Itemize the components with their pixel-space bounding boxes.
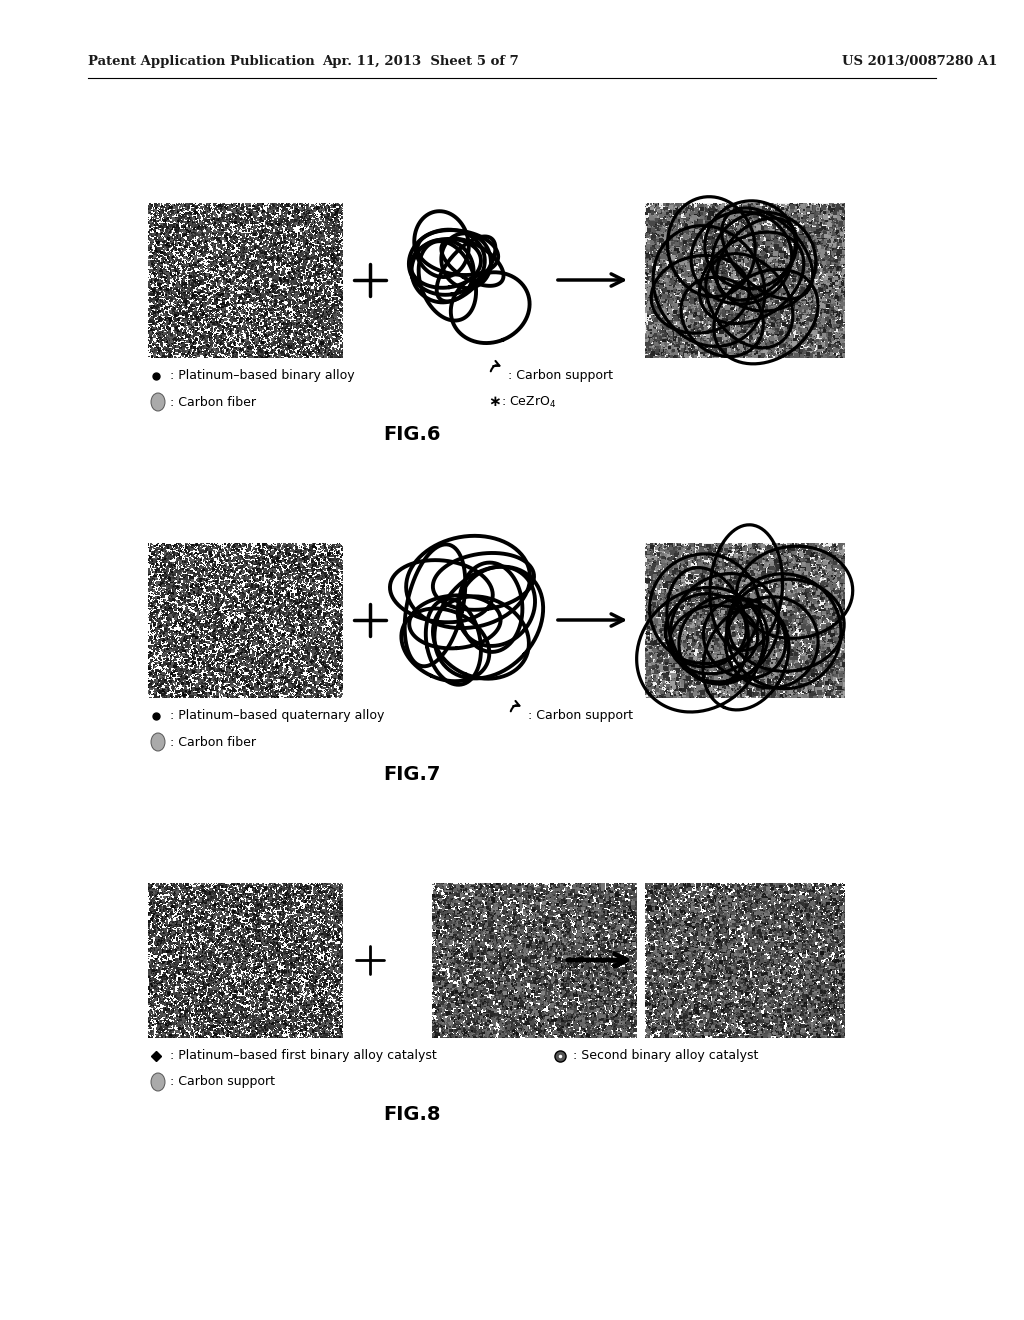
Text: FIG.6: FIG.6 — [383, 425, 440, 444]
Ellipse shape — [151, 1073, 165, 1092]
Ellipse shape — [151, 393, 165, 411]
Text: Apr. 11, 2013  Sheet 5 of 7: Apr. 11, 2013 Sheet 5 of 7 — [322, 55, 518, 69]
Ellipse shape — [151, 733, 165, 751]
Text: US 2013/0087280 A1: US 2013/0087280 A1 — [843, 55, 997, 69]
Text: Patent Application Publication: Patent Application Publication — [88, 55, 314, 69]
Text: : Second binary alloy catalyst: : Second binary alloy catalyst — [573, 1049, 759, 1063]
Text: : Platinum–based binary alloy: : Platinum–based binary alloy — [170, 370, 354, 383]
Text: FIG.7: FIG.7 — [383, 764, 440, 784]
Text: : Carbon fiber: : Carbon fiber — [170, 735, 256, 748]
Text: : Platinum–based first binary alloy catalyst: : Platinum–based first binary alloy cata… — [170, 1049, 437, 1063]
Text: : Carbon support: : Carbon support — [170, 1076, 275, 1089]
Text: : Platinum–based quaternary alloy: : Platinum–based quaternary alloy — [170, 710, 384, 722]
Text: FIG.8: FIG.8 — [383, 1105, 440, 1123]
Text: ∗: ∗ — [488, 395, 501, 409]
Text: : CeZrO$_4$: : CeZrO$_4$ — [501, 395, 556, 409]
Text: : Carbon support: : Carbon support — [508, 370, 613, 383]
Text: : Carbon fiber: : Carbon fiber — [170, 396, 256, 408]
Text: : Carbon support: : Carbon support — [528, 710, 633, 722]
